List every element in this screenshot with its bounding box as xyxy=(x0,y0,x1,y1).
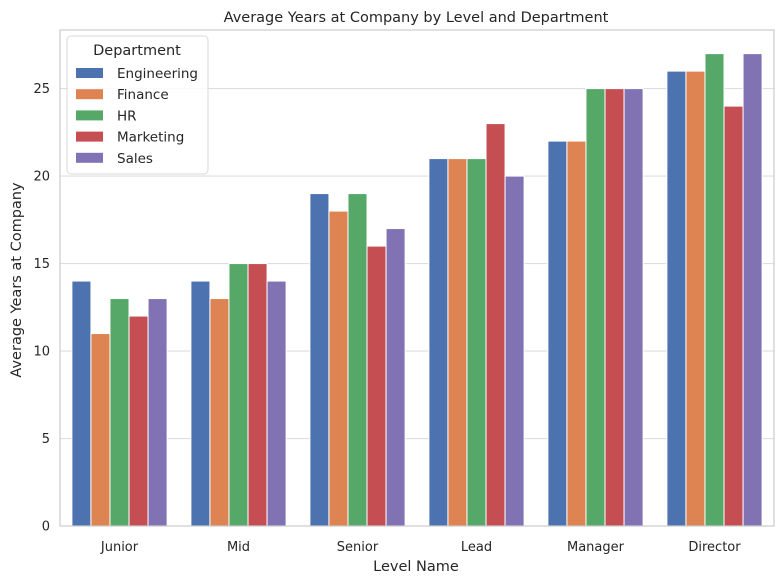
legend: Department Engineering Finance HR Marketing S… xyxy=(66,35,209,175)
y-tick-label: 0 xyxy=(42,520,50,535)
x-tick-label: Senior xyxy=(337,540,379,555)
bars xyxy=(71,53,763,527)
bar-sales-senior xyxy=(385,228,406,527)
bar-hr-director xyxy=(704,53,725,527)
legend-swatch-marketing xyxy=(76,131,103,142)
legend-swatch-engineering xyxy=(76,68,103,78)
legend-title: Department xyxy=(93,43,181,59)
bar-marketing-manager xyxy=(604,88,625,527)
y-tick-labels: 0 5 10 15 20 25 xyxy=(33,82,50,534)
bar-marketing-senior xyxy=(366,245,387,527)
bar-marketing-mid xyxy=(247,263,268,527)
bar-hr-senior xyxy=(347,193,368,527)
y-tick-label: 25 xyxy=(33,82,50,97)
bar-hr-junior xyxy=(109,298,130,527)
bar-engineering-lead xyxy=(428,158,449,527)
bar-sales-director xyxy=(742,53,763,527)
bar-finance-senior xyxy=(328,210,349,527)
legend-label-finance: Finance xyxy=(117,87,169,103)
bar-marketing-junior xyxy=(128,315,149,527)
x-axis-label: Level Name xyxy=(373,559,459,575)
bar-engineering-mid xyxy=(190,280,211,527)
x-tick-label: Mid xyxy=(227,540,250,555)
bar-sales-mid xyxy=(266,280,287,527)
chart-title: Average Years at Company by Level and De… xyxy=(224,10,609,26)
plot-frame xyxy=(59,29,775,527)
bar-engineering-director xyxy=(666,70,687,527)
x-tick-label: Manager xyxy=(567,540,625,555)
legend-swatch-finance xyxy=(76,89,103,100)
bar-hr-mid xyxy=(228,263,249,527)
legend-label-hr: HR xyxy=(117,108,137,124)
y-axis-label: Average Years at Company xyxy=(9,182,25,378)
bar-engineering-senior xyxy=(309,193,330,527)
legend-label-engineering: Engineering xyxy=(117,66,198,82)
bar-sales-junior xyxy=(147,298,168,527)
y-tick-label: 10 xyxy=(33,345,50,360)
y-tick-label: 5 xyxy=(42,432,50,447)
x-tick-label: Junior xyxy=(100,540,139,555)
x-tick-label: Lead xyxy=(461,540,492,555)
bar-finance-mid xyxy=(209,298,230,527)
bar-marketing-lead xyxy=(485,123,506,527)
bar-hr-lead xyxy=(466,158,487,527)
bar-engineering-manager xyxy=(547,140,568,527)
bar-finance-manager xyxy=(566,140,587,527)
y-tick-label: 15 xyxy=(33,257,50,272)
bar-sales-manager xyxy=(623,88,644,527)
legend-swatch-sales xyxy=(76,152,103,163)
y-tick-label: 20 xyxy=(33,170,50,185)
bar-hr-manager xyxy=(585,88,606,527)
bar-finance-director xyxy=(685,70,706,527)
legend-label-marketing: Marketing xyxy=(117,130,184,146)
bar-finance-lead xyxy=(447,158,468,527)
legend-label-sales: Sales xyxy=(117,151,153,167)
bar-sales-lead xyxy=(504,175,525,527)
bar-marketing-director xyxy=(723,105,744,527)
x-tick-label: Director xyxy=(688,540,741,555)
legend-swatch-hr xyxy=(76,110,103,121)
bar-finance-junior xyxy=(90,333,111,527)
x-tick-labels: Junior Mid Senior Lead Manager Director xyxy=(100,540,741,555)
bar-engineering-junior xyxy=(71,280,92,527)
